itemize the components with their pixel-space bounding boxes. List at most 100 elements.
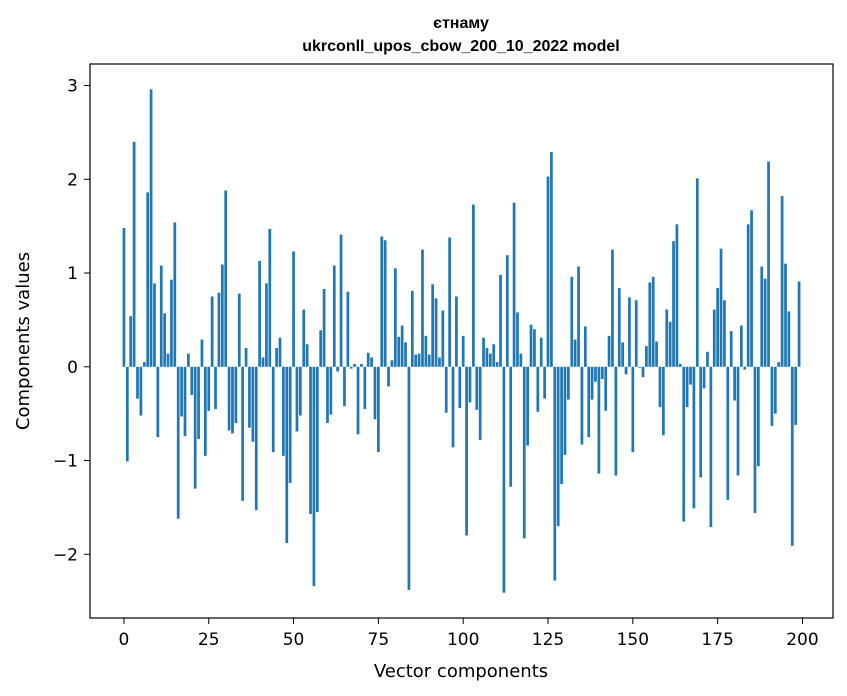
bar xyxy=(682,366,686,522)
bar xyxy=(349,366,353,369)
bar xyxy=(377,366,380,453)
bar xyxy=(214,366,217,409)
bar xyxy=(492,344,496,367)
bar xyxy=(153,283,156,367)
bar xyxy=(176,366,180,519)
bar xyxy=(241,366,245,501)
bar xyxy=(231,366,234,434)
x-tick-label: 0 xyxy=(119,630,130,650)
bar xyxy=(427,354,431,367)
bar xyxy=(421,249,424,367)
bar xyxy=(604,366,608,411)
bar xyxy=(553,366,557,581)
bar xyxy=(475,366,479,410)
bar xyxy=(210,296,214,367)
bar xyxy=(692,366,696,509)
bar xyxy=(472,204,475,367)
bar xyxy=(424,335,428,367)
bar xyxy=(282,366,285,456)
bar xyxy=(139,366,143,416)
y-tick-label: −2 xyxy=(53,545,78,565)
bar xyxy=(787,311,791,367)
bar xyxy=(794,366,798,425)
bar xyxy=(254,366,258,511)
bar xyxy=(502,366,506,593)
bar xyxy=(614,366,618,476)
bar xyxy=(628,297,631,367)
bar xyxy=(519,353,523,367)
bar xyxy=(607,335,611,367)
bar xyxy=(227,366,231,431)
bar xyxy=(434,298,438,367)
bar xyxy=(302,309,306,367)
bar xyxy=(573,339,577,367)
bar xyxy=(590,366,594,400)
bar xyxy=(417,353,421,367)
bar xyxy=(634,300,638,367)
bar xyxy=(543,366,546,399)
bar xyxy=(448,237,451,367)
bar xyxy=(261,357,265,367)
bar xyxy=(309,366,312,514)
bar xyxy=(529,324,533,367)
bar xyxy=(495,362,499,367)
y-ticks: −2 −1 0 1 2 3 xyxy=(53,77,90,565)
bar xyxy=(326,366,329,424)
bar xyxy=(668,321,672,367)
bar xyxy=(617,288,621,367)
bar xyxy=(726,366,730,500)
bar xyxy=(251,366,255,442)
bar xyxy=(400,325,404,367)
bar xyxy=(648,282,652,367)
bar xyxy=(651,276,655,367)
y-tick-label: 0 xyxy=(67,358,78,378)
bar xyxy=(397,336,401,367)
bar xyxy=(136,366,139,399)
bar xyxy=(353,363,356,367)
bar xyxy=(533,329,536,367)
bar xyxy=(478,366,482,440)
bar xyxy=(546,176,550,367)
bar xyxy=(132,141,136,367)
bar xyxy=(485,348,489,367)
bar xyxy=(438,357,441,367)
bar xyxy=(187,353,190,367)
bar xyxy=(393,268,397,367)
x-ticks: 0 25 50 75 100 125 150 175 200 xyxy=(119,618,819,650)
bar xyxy=(757,366,760,467)
bar xyxy=(621,342,625,367)
bar xyxy=(125,366,129,462)
bar xyxy=(611,249,614,367)
bar xyxy=(234,366,238,424)
bar xyxy=(672,241,675,367)
bar xyxy=(315,366,319,513)
bar xyxy=(499,274,502,367)
bar xyxy=(122,228,126,367)
plot-area-frame xyxy=(89,63,834,619)
bar xyxy=(763,278,767,367)
x-tick-label: 100 xyxy=(447,630,479,650)
bar xyxy=(220,264,224,367)
bar xyxy=(410,290,414,367)
bar xyxy=(224,190,228,367)
bar xyxy=(380,236,384,367)
bar xyxy=(197,366,200,439)
bar xyxy=(295,366,299,432)
bar xyxy=(366,352,370,367)
bar xyxy=(567,366,570,400)
bar xyxy=(455,296,458,367)
bars xyxy=(122,89,801,593)
bar xyxy=(631,366,635,453)
x-tick-label: 150 xyxy=(617,630,649,650)
bar xyxy=(509,366,513,487)
bar xyxy=(193,366,197,489)
bar xyxy=(736,366,740,476)
bar xyxy=(190,366,194,395)
x-tick-label: 125 xyxy=(532,630,564,650)
bar xyxy=(577,266,580,367)
bar xyxy=(743,366,747,370)
bar xyxy=(244,348,248,367)
bar xyxy=(465,366,468,536)
bar xyxy=(407,366,411,590)
bar xyxy=(797,281,801,367)
